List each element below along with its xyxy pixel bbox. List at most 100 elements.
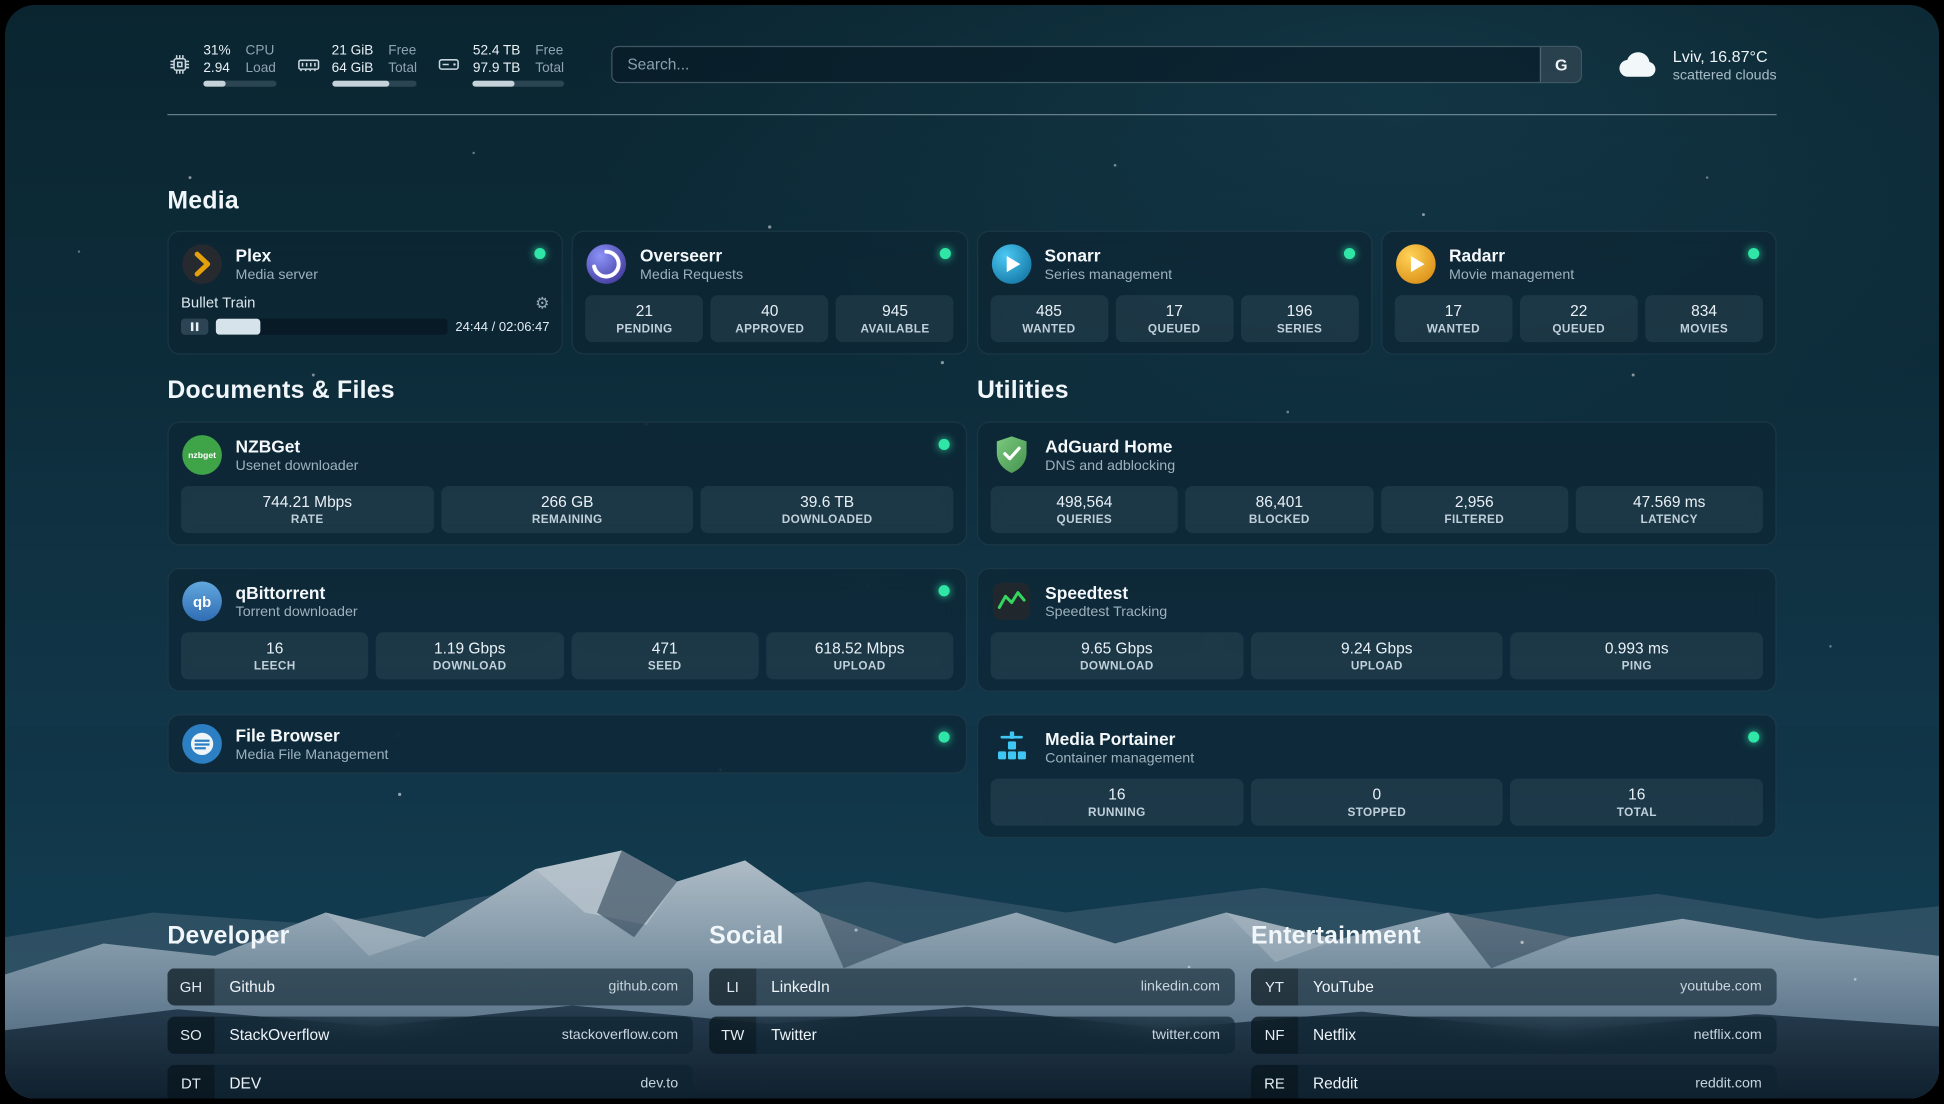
stat-label: RATE [290,513,324,527]
social-column: Social LI LinkedIn linkedin.com TW Twitt… [709,922,1235,1098]
status-dot [1748,247,1760,260]
bookmark-url: github.com [608,979,679,995]
weather-widget: Lviv, 16.87°C scattered clouds [1616,42,1777,87]
memory-total-value: 64 GiB [331,60,374,76]
stat-value: 945 [882,302,908,320]
stat-tile: 9.65 Gbps DOWNLOAD [990,632,1244,680]
bookmark-name: LinkedIn [771,978,830,996]
bookmark-url: linkedin.com [1140,979,1220,995]
stat-label: SERIES [1276,322,1323,336]
section-heading-developer: Developer [167,922,290,950]
bookmark-name: DEV [229,1074,262,1093]
stat-tile: 86,401 BLOCKED [1185,486,1374,534]
bookmark-dev[interactable]: DT DEV dev.to [167,1064,694,1099]
service-name: Radarr [1449,245,1505,266]
stat-label: AVAILABLE [860,322,930,336]
stat-value: 744.21 Mbps [262,493,353,511]
stat-tile: 1.19 Gbps DOWNLOAD [375,632,564,680]
disk-total-value: 97.9 TB [472,60,521,76]
developer-column: Developer GH Github github.com SO StackO… [167,922,694,1099]
service-name: Plex [235,245,272,266]
section-heading-entertainment: Entertainment [1250,922,1421,950]
pause-button[interactable] [181,318,209,335]
stat-label: QUEUED [1552,322,1606,336]
svg-text:qb: qb [193,595,211,611]
search-provider-button[interactable]: G [1540,47,1582,82]
stat-tile: 22 QUEUED [1519,295,1638,343]
disk-free-label: Free [535,43,564,59]
status-dot [1748,731,1760,743]
stat-label: MOVIES [1680,322,1729,336]
weather-location: Lviv, 16.87°C [1672,46,1768,66]
stat-tile: 17 WANTED [1394,295,1513,343]
bookmark-name: Reddit [1312,1074,1358,1093]
stat-label: WANTED [1426,322,1481,336]
bookmark-youtube[interactable]: YT YouTube youtube.com [1250,968,1777,1006]
service-name: AdGuard Home [1045,436,1173,457]
stat-label: BLOCKED [1248,513,1310,527]
stat-tile: 266 GB REMAINING [440,486,694,534]
stat-value: 17 [1165,302,1183,320]
service-description: Container management [1045,751,1195,767]
stat-tile: 17 QUEUED [1115,295,1234,343]
bookmark-abbr: NF [1250,1016,1299,1054]
bookmark-linkedin[interactable]: LI LinkedIn linkedin.com [709,968,1235,1006]
stat-label: TOTAL [1616,805,1657,820]
service-description: Series management [1044,267,1173,283]
service-card-speedtest[interactable]: Speedtest Speedtest Tracking 9.65 Gbps D… [976,567,1777,692]
stat-label: QUEUED [1147,322,1201,336]
bookmark-github[interactable]: GH Github github.com [167,968,694,1006]
stat-value: 9.24 Gbps [1341,639,1413,658]
service-card-qbittorrent[interactable]: qb qBittorrent Torrent downloader 16 LEE… [167,567,968,692]
stat-label: FILTERED [1444,513,1505,527]
memory-icon [296,52,321,77]
stat-value: 0 [1372,786,1382,804]
service-card-adguard[interactable]: AdGuard Home DNS and adblocking 498,564 … [976,421,1777,546]
stat-value: 16 [1108,786,1126,804]
cpu-usage-value: 31% [203,43,231,59]
stat-value: 40 [761,302,779,320]
stat-label: DOWNLOAD [1080,659,1154,674]
memory-free-value: 21 GiB [331,43,374,59]
service-card-overseerr[interactable]: Overseerr Media Requests 21 PENDING 40 A… [571,230,968,355]
service-name: qBittorrent [235,582,326,603]
playback-progress-bar [215,318,448,335]
stat-value: 22 [1570,302,1588,320]
bookmark-abbr: TW [709,1016,757,1054]
stat-label: REMAINING [531,513,603,527]
stat-value: 17 [1444,302,1463,320]
bookmark-abbr: SO [167,1016,215,1054]
bookmark-name: StackOverflow [229,1026,330,1044]
bookmark-netflix[interactable]: NF Netflix netflix.com [1250,1016,1777,1054]
overseerr-icon [585,243,627,285]
bookmark-stackoverflow[interactable]: SO StackOverflow stackoverflow.com [167,1016,694,1054]
stat-value: 39.6 TB [800,493,855,511]
stat-value: 16 [1628,786,1646,804]
stat-label: SEED [647,659,682,674]
disk-free-value: 52.4 TB [472,43,521,59]
stat-value: 2,956 [1454,493,1494,511]
service-card-filebrowser[interactable]: File Browser Media File Management [167,714,968,774]
stat-tile: 47.569 ms LATENCY [1575,486,1763,534]
service-description: Media Requests [640,267,744,283]
playback-time: 24:44 / 02:06:47 [455,319,550,335]
bookmark-name: Github [229,978,276,996]
service-description: DNS and adblocking [1045,458,1176,474]
bookmark-twitter[interactable]: TW Twitter twitter.com [709,1016,1235,1054]
service-card-portainer[interactable]: Media Portainer Container management 16 … [976,714,1777,839]
gear-icon[interactable]: ⚙ [535,293,550,312]
service-card-sonarr[interactable]: Sonarr Series management 485 WANTED 17 Q… [976,230,1373,355]
stat-label: LATENCY [1640,513,1698,527]
disk-icon [437,52,462,77]
service-card-plex[interactable]: Plex Media server Bullet Train ⚙ [167,230,564,355]
bookmark-url: twitter.com [1151,1027,1220,1043]
plex-icon [181,243,223,285]
cpu-load-value: 2.94 [203,60,230,76]
service-description: Media server [235,267,318,283]
service-name: File Browser [235,725,340,746]
service-card-nzbget[interactable]: nzbget NZBGet Usenet downloader 744.21 M… [167,421,968,546]
bookmark-reddit[interactable]: RE Reddit reddit.com [1250,1064,1777,1099]
search-input[interactable] [612,47,1541,82]
disk-total-label: Total [535,60,565,76]
service-card-radarr[interactable]: Radarr Movie management 17 WANTED 22 QUE… [1380,230,1777,355]
